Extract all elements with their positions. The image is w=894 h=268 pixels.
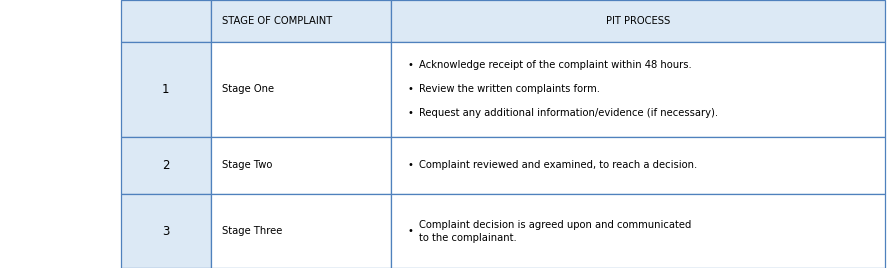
Text: Request any additional information/evidence (if necessary).: Request any additional information/evide… xyxy=(419,108,718,118)
Text: •: • xyxy=(408,60,413,70)
Text: STAGE OF COMPLAINT: STAGE OF COMPLAINT xyxy=(222,16,332,26)
Bar xyxy=(211,194,391,268)
Bar xyxy=(121,137,211,194)
Text: 2: 2 xyxy=(162,159,170,172)
Bar xyxy=(211,137,391,194)
Bar xyxy=(211,42,391,137)
Bar xyxy=(391,194,885,268)
Text: Stage Three: Stage Three xyxy=(222,226,282,236)
Text: Complaint decision is agreed upon and communicated
to the complainant.: Complaint decision is agreed upon and co… xyxy=(419,219,691,243)
Text: •: • xyxy=(408,108,413,118)
Text: Review the written complaints form.: Review the written complaints form. xyxy=(419,84,600,94)
Text: 3: 3 xyxy=(162,225,170,238)
Text: Stage Two: Stage Two xyxy=(222,161,272,170)
Bar xyxy=(211,0,391,42)
Bar xyxy=(391,42,885,137)
Text: •: • xyxy=(408,84,413,94)
Bar xyxy=(121,42,211,137)
Text: 1: 1 xyxy=(162,83,170,96)
Text: Acknowledge receipt of the complaint within 48 hours.: Acknowledge receipt of the complaint wit… xyxy=(419,60,692,70)
Bar xyxy=(391,0,885,42)
Text: Stage One: Stage One xyxy=(222,84,274,94)
Bar xyxy=(121,194,211,268)
Text: Complaint reviewed and examined, to reach a decision.: Complaint reviewed and examined, to reac… xyxy=(419,161,697,170)
Text: •: • xyxy=(408,226,413,236)
Bar xyxy=(391,137,885,194)
Bar xyxy=(121,0,211,42)
Text: •: • xyxy=(408,161,413,170)
Text: PIT PROCESS: PIT PROCESS xyxy=(605,16,670,26)
